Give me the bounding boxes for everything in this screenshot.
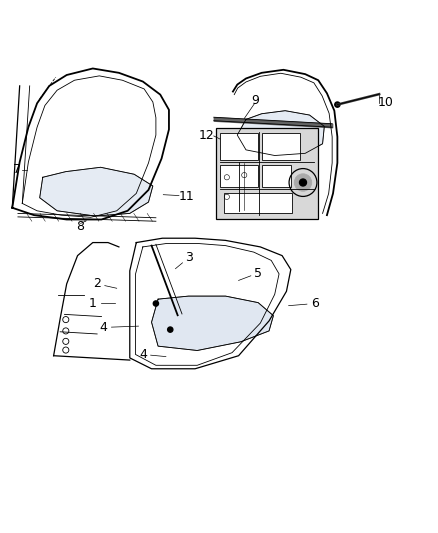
Text: 3: 3: [184, 251, 192, 264]
Text: 12: 12: [199, 130, 215, 142]
Bar: [224, 192, 292, 213]
Text: 2: 2: [93, 277, 101, 290]
Circle shape: [153, 301, 159, 306]
Bar: [261, 165, 291, 187]
Circle shape: [294, 174, 312, 191]
Text: 4: 4: [100, 321, 108, 334]
Polygon shape: [152, 296, 273, 351]
Text: 10: 10: [377, 96, 393, 109]
Text: 7: 7: [13, 164, 21, 176]
Bar: [215, 128, 318, 220]
Text: 1: 1: [89, 297, 97, 310]
Circle shape: [335, 102, 340, 107]
Bar: [220, 165, 258, 187]
Text: 6: 6: [311, 297, 319, 310]
Bar: [261, 133, 300, 160]
Text: 5: 5: [254, 266, 262, 279]
Bar: [220, 133, 258, 160]
Text: 11: 11: [178, 190, 194, 204]
Circle shape: [300, 179, 307, 186]
Text: 9: 9: [251, 94, 258, 107]
Polygon shape: [237, 111, 324, 156]
Circle shape: [168, 327, 173, 332]
Polygon shape: [40, 167, 153, 216]
Text: 4: 4: [139, 348, 147, 361]
Text: 8: 8: [77, 220, 85, 233]
